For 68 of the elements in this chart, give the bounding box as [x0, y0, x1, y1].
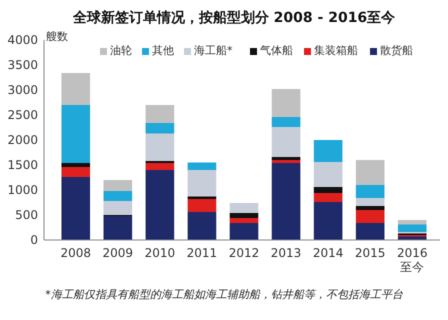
bar [230, 213, 258, 218]
bar [356, 206, 384, 210]
y-axis-title: 艘数 [46, 30, 68, 43]
bar [61, 177, 90, 240]
bar [272, 89, 300, 117]
bar [230, 223, 258, 240]
x-tick-label: 2012 [228, 246, 260, 260]
bar [146, 170, 174, 240]
x-tick-label: 2013 [270, 246, 302, 260]
legend-label: 油轮 [110, 44, 132, 57]
bar [146, 163, 174, 170]
bar [61, 167, 90, 177]
y-tick-label: 1500 [7, 158, 38, 172]
bar [188, 212, 216, 240]
bar [188, 162, 216, 170]
x-tick-label: 2014 [312, 246, 344, 260]
x-tick-label: 2011 [186, 246, 218, 260]
bar [398, 224, 427, 232]
bar [314, 187, 342, 193]
bar [314, 202, 342, 240]
chart-title: 全球新签订单情况，按船型划分 2008 - 2016至今 [72, 9, 396, 26]
bar [146, 105, 174, 123]
bar [356, 185, 384, 198]
x-tick-label: 2010 [144, 246, 176, 260]
legend-label: 海工船* [194, 44, 233, 57]
bar [314, 162, 342, 187]
bar [272, 160, 300, 163]
bar [398, 220, 427, 224]
bar [230, 218, 258, 223]
bar [61, 105, 90, 163]
y-tick-label: 500 [15, 208, 38, 222]
bar [146, 123, 174, 134]
bar [314, 193, 342, 202]
y-tick-label: 3000 [7, 83, 38, 97]
bar [61, 73, 90, 105]
y-tick-label: 0 [30, 233, 38, 247]
bar [272, 157, 300, 160]
legend-label: 散货船 [380, 44, 413, 57]
y-tick-label: 1000 [7, 183, 38, 197]
y-tick-label: 2000 [7, 133, 38, 147]
x-tick-label: 2009 [102, 246, 134, 260]
bar [104, 216, 132, 240]
x-tick-label: 2008 [60, 246, 92, 260]
y-tick-label: 3500 [7, 58, 38, 72]
bar [146, 134, 174, 161]
legend-label: 集装箱船 [314, 44, 358, 57]
bar [104, 201, 132, 215]
bar [272, 127, 300, 157]
bar [272, 163, 300, 240]
legend-label: 气体船 [260, 44, 293, 57]
bar [104, 180, 132, 191]
bar [61, 163, 90, 167]
text: *海工船仅指具有船型的海工船如海工辅助船，钻井船等，不包括海工平台 [45, 288, 403, 301]
bar [314, 140, 342, 162]
bar [104, 191, 132, 201]
bar [272, 117, 300, 127]
bar [356, 198, 384, 206]
bar [188, 170, 216, 196]
legend-label: 其他 [152, 44, 174, 57]
y-tick-label: 2500 [7, 108, 38, 122]
x-tick-label: 2016 至今 [396, 246, 428, 274]
bar [188, 199, 216, 212]
bar [356, 210, 384, 223]
x-tick-label: 2015 [354, 246, 386, 260]
bar [230, 203, 258, 213]
bar [356, 223, 384, 240]
y-tick-label: 4000 [7, 33, 38, 47]
bar [356, 160, 384, 185]
